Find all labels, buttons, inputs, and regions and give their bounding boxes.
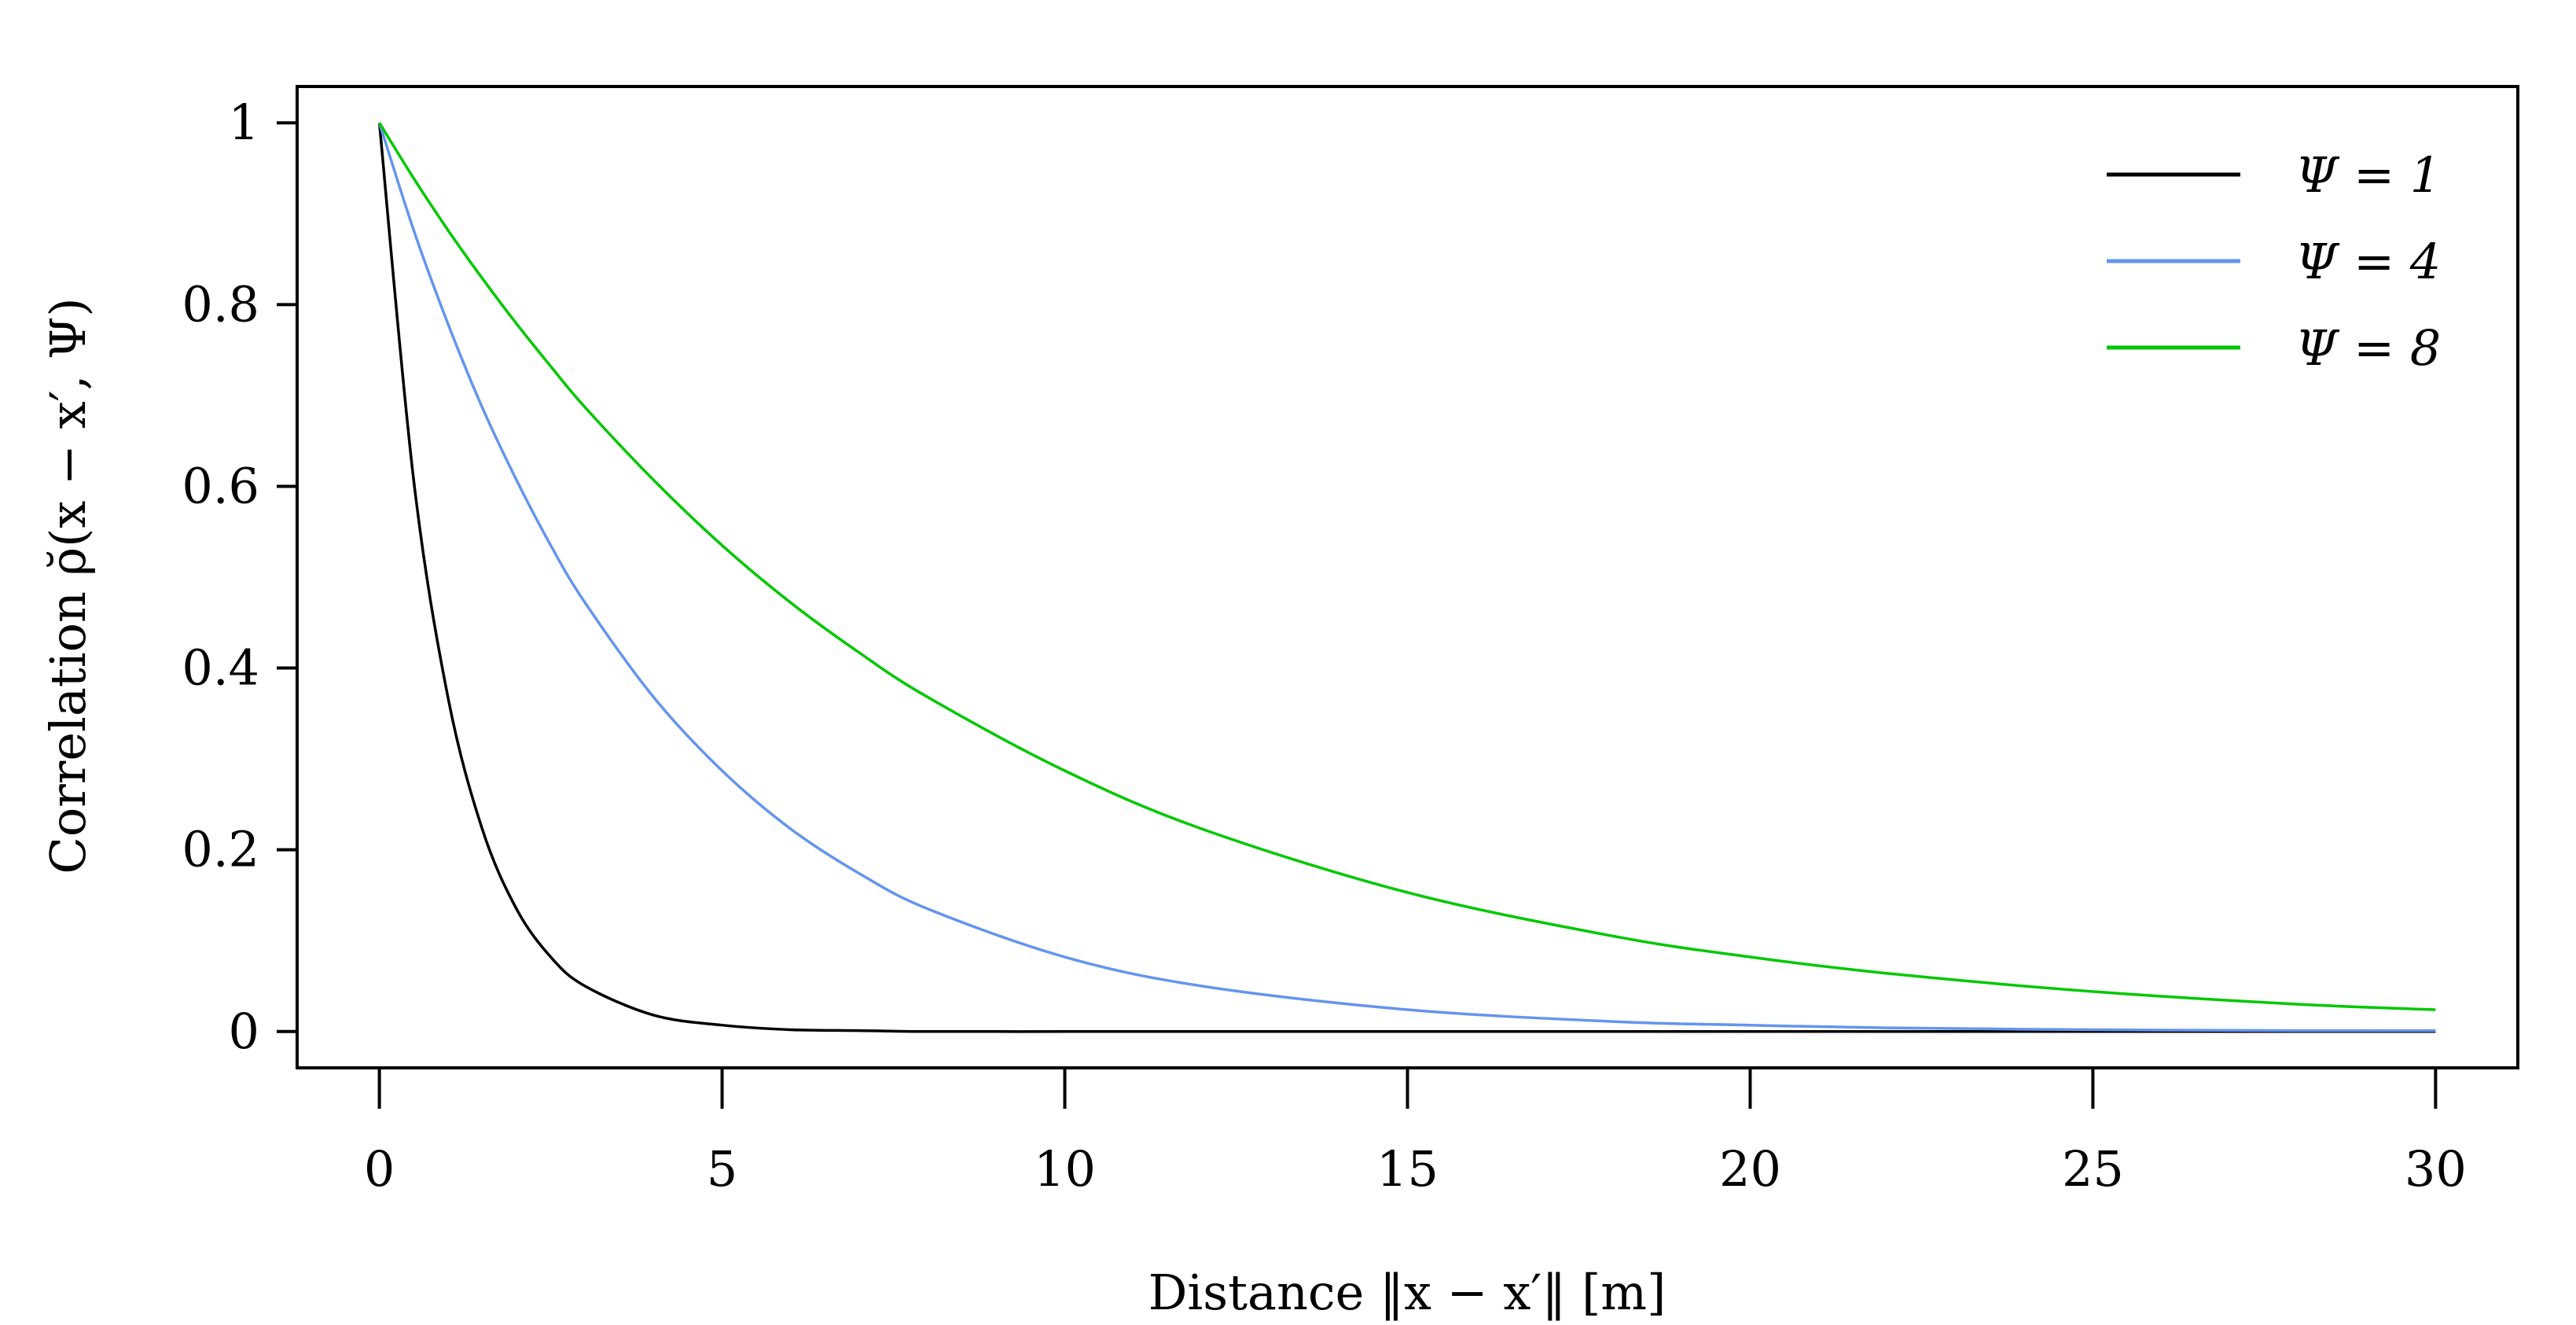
x-tick-label: 10 [1034, 1140, 1096, 1198]
x-tick-label: 20 [1719, 1140, 1781, 1198]
plot-frame [296, 85, 2519, 1069]
y-tick-label: 0.8 [182, 275, 259, 333]
x-tick-label: 0 [364, 1140, 395, 1198]
x-tick-label: 30 [2405, 1140, 2467, 1198]
y-tick-label: 1 [229, 94, 259, 151]
series-lines [377, 122, 2436, 1033]
x-tick-label: 15 [1376, 1140, 1439, 1198]
series-line-1 [377, 123, 2436, 1033]
legend-label-1: Ψ = 1 [2295, 146, 2441, 204]
x-axis: 0 5 10 15 20 25 30 [364, 1068, 2467, 1198]
y-tick-label: 0.2 [182, 821, 259, 878]
y-tick-label: 0.4 [182, 639, 259, 697]
series-line-2 [377, 122, 2436, 1032]
x-axis-title: Distance ‖x − x′‖ [m] [1148, 1264, 1666, 1321]
x-tick-label: 25 [2062, 1140, 2124, 1198]
series-line-3 [378, 122, 2436, 1011]
y-tick-label: 0.6 [182, 457, 259, 514]
y-axis: 0 0.2 0.4 0.6 0.8 1 [182, 94, 297, 1060]
y-axis-title: Correlation ρ̆(x − x′, Ψ) [39, 297, 97, 874]
y-tick-label: 0 [229, 1003, 259, 1060]
legend-label-3: Ψ = 8 [2295, 319, 2441, 377]
x-tick-label: 5 [707, 1140, 737, 1198]
legend: Ψ = 1 Ψ = 4 Ψ = 8 [2107, 146, 2441, 377]
legend-label-2: Ψ = 4 [2295, 233, 2441, 290]
